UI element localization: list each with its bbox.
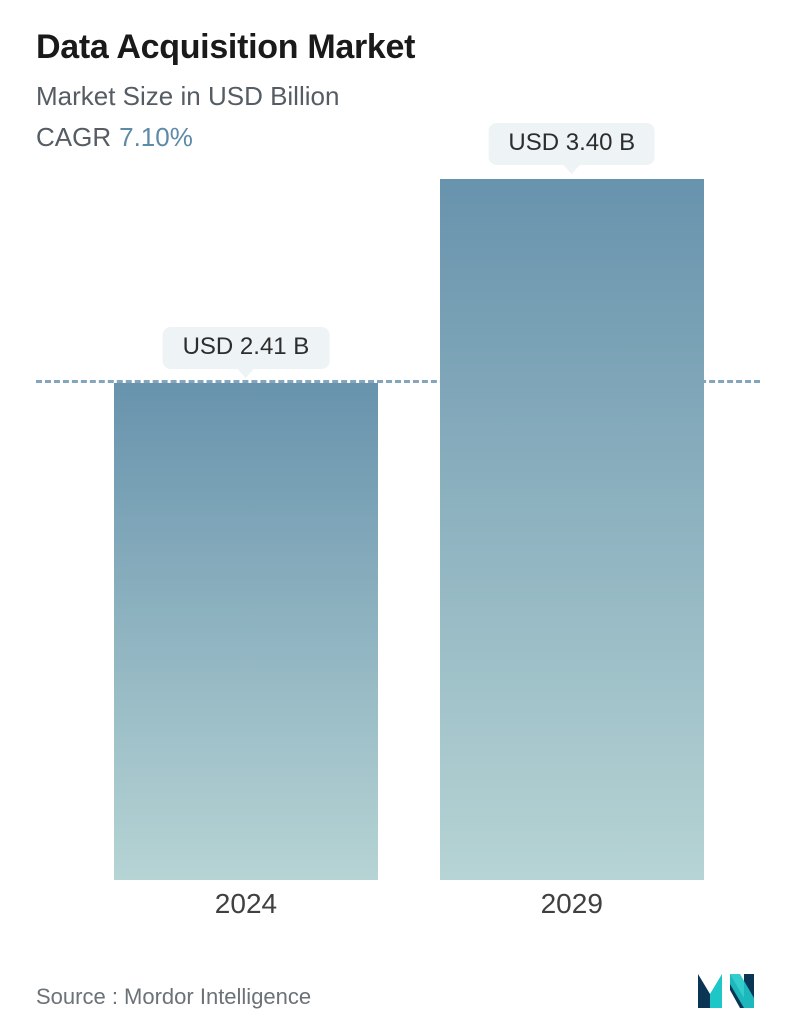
bar-0 [114,383,378,880]
chart-container: Data Acquisition Market Market Size in U… [0,0,796,1034]
plot-region: USD 2.41 B USD 3.40 B [36,179,760,880]
value-pill-1: USD 3.40 B [488,123,655,165]
logo-shape-m2 [710,974,722,1008]
cagr-value: 7.10% [119,122,193,152]
chart-area: USD 2.41 B USD 3.40 B 2024 2029 [36,179,760,964]
value-label-0: USD 2.41 B [183,333,310,360]
chart-subtitle: Market Size in USD Billion [36,81,760,112]
value-label-1: USD 3.40 B [508,129,635,156]
chart-title: Data Acquisition Market [36,28,760,67]
cagr-label: CAGR [36,122,111,152]
value-pill-0: USD 2.41 B [163,327,330,369]
brand-logo-icon [696,970,760,1010]
x-label-0: 2024 [215,888,277,920]
bar-1 [440,179,704,880]
logo-shape-m1 [698,974,710,1008]
x-axis-labels: 2024 2029 [36,888,760,928]
x-label-1: 2029 [541,888,603,920]
footer: Source : Mordor Intelligence [36,964,760,1010]
source-text: Source : Mordor Intelligence [36,984,311,1010]
